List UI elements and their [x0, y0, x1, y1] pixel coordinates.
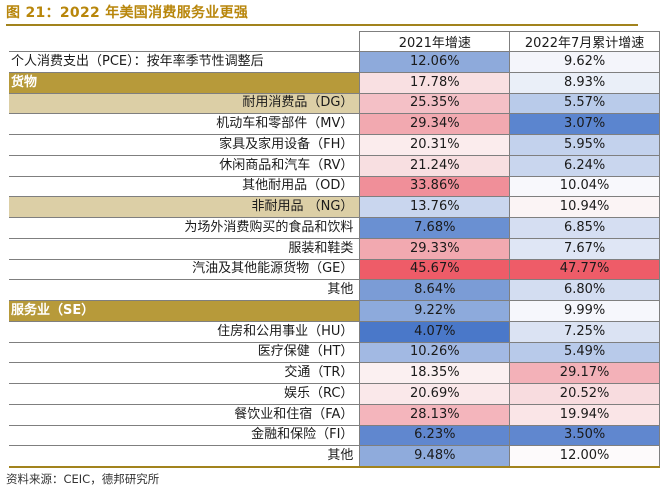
- table-row: 其他 8.64% 6.80%: [9, 279, 660, 301]
- value-2022: 5.95%: [509, 134, 660, 156]
- value-2022: 3.07%: [509, 113, 660, 135]
- value-2021: 18.35%: [359, 362, 511, 384]
- value-2022: 10.94%: [509, 196, 660, 218]
- table-row: 汽油及其他能源货物（GE） 45.67% 47.77%: [9, 258, 660, 281]
- table-row: 住房和公用事业（HU） 4.07% 7.25%: [9, 320, 660, 343]
- table-row: 机动车和零部件（MV） 29.34% 3.07%: [9, 113, 660, 135]
- value-2022: 7.25%: [509, 320, 660, 343]
- value-2022: 3.50%: [509, 424, 660, 447]
- col-header-2021: 2021年增速: [359, 31, 511, 52]
- value-2022: 9.62%: [509, 51, 660, 73]
- value-2021: 17.78%: [359, 71, 511, 94]
- value-2021: 28.13%: [359, 403, 511, 426]
- table-row: 货物 17.78% 8.93%: [9, 71, 660, 94]
- row-label: 为场外消费购买的食品和饮料: [9, 217, 361, 239]
- value-2022: 7.67%: [509, 237, 660, 260]
- row-label: 家具及家用设备（FH）: [9, 134, 361, 156]
- table-header-row: 2021年增速 2022年7月累计增速: [9, 31, 660, 52]
- value-2022: 47.77%: [509, 258, 660, 281]
- table-row: 休闲商品和汽车（RV） 21.24% 6.24%: [9, 154, 660, 177]
- row-label: 其他耐用品（OD）: [9, 175, 361, 198]
- table-row: 为场外消费购买的食品和饮料 7.68% 6.85%: [9, 217, 660, 239]
- table-row: 服务业（SE） 9.22% 9.99%: [9, 300, 660, 322]
- row-label: 服装和鞋类: [9, 237, 361, 260]
- table-body: 个人消费支出（PCE）：按年率季节性调整后 12.06% 9.62% 货物 17.78%…: [9, 51, 660, 469]
- value-2022: 6.80%: [509, 279, 660, 301]
- value-2021: 25.35%: [359, 92, 511, 115]
- header-blank-cell: [9, 31, 361, 52]
- value-2021: 29.34%: [359, 113, 511, 135]
- value-2021: 6.23%: [359, 424, 511, 447]
- value-2021: 10.26%: [359, 341, 511, 364]
- table-row: 家具及家用设备（FH） 20.31% 5.95%: [9, 134, 660, 156]
- table-row: 金融和保险（FI） 6.23% 3.50%: [9, 424, 660, 447]
- value-2021: 13.76%: [359, 196, 511, 218]
- row-label: 餐饮业和住宿（FA）: [9, 403, 361, 426]
- value-2021: 20.31%: [359, 134, 511, 156]
- value-2022: 8.93%: [509, 71, 660, 94]
- table-row: 非耐用品 （NG） 13.76% 10.94%: [9, 196, 660, 218]
- value-2021: 9.48%: [359, 445, 511, 469]
- row-label: 休闲商品和汽车（RV）: [9, 154, 361, 177]
- value-2021: 45.67%: [359, 258, 511, 281]
- table-row: 其他耐用品（OD） 33.86% 10.04%: [9, 175, 660, 198]
- value-2021: 7.68%: [359, 217, 511, 239]
- value-2021: 21.24%: [359, 154, 511, 177]
- row-label: 其他: [9, 445, 361, 469]
- row-label: 服务业（SE）: [9, 300, 361, 322]
- value-2022: 20.52%: [509, 383, 660, 405]
- value-2021: 9.22%: [359, 300, 511, 322]
- value-2022: 5.49%: [509, 341, 660, 364]
- value-2021: 20.69%: [359, 383, 511, 405]
- value-2021: 29.33%: [359, 237, 511, 260]
- row-label: 其他: [9, 279, 361, 301]
- table-row: 其他 9.48% 12.00%: [9, 445, 660, 469]
- value-2022: 12.00%: [509, 445, 660, 469]
- value-2021: 4.07%: [359, 320, 511, 343]
- row-label: 个人消费支出（PCE）：按年率季节性调整后: [9, 51, 361, 73]
- table-row: 个人消费支出（PCE）：按年率季节性调整后 12.06% 9.62%: [9, 51, 660, 73]
- row-label: 货物: [9, 71, 361, 94]
- row-label: 机动车和零部件（MV）: [9, 113, 361, 135]
- table-row: 交通（TR） 18.35% 29.17%: [9, 362, 660, 384]
- value-2022: 19.94%: [509, 403, 660, 426]
- title-divider: [6, 24, 638, 26]
- row-label: 非耐用品 （NG）: [9, 196, 361, 218]
- row-label: 医疗保健（HT）: [9, 341, 361, 364]
- row-label: 住房和公用事业（HU）: [9, 320, 361, 343]
- row-label: 汽油及其他能源货物（GE）: [9, 258, 361, 281]
- table-row: 医疗保健（HT） 10.26% 5.49%: [9, 341, 660, 364]
- table-row: 耐用消费品（DG） 25.35% 5.57%: [9, 92, 660, 115]
- value-2022: 10.04%: [509, 175, 660, 198]
- row-label: 金融和保险（FI）: [9, 424, 361, 447]
- value-2021: 12.06%: [359, 51, 511, 73]
- value-2022: 5.57%: [509, 92, 660, 115]
- table-row: 服装和鞋类 29.33% 7.67%: [9, 237, 660, 260]
- value-2022: 6.85%: [509, 217, 660, 239]
- table-row: 娱乐（RC） 20.69% 20.52%: [9, 383, 660, 405]
- row-label: 耐用消费品（DG）: [9, 92, 361, 115]
- value-2022: 6.24%: [509, 154, 660, 177]
- value-2022: 29.17%: [509, 362, 660, 384]
- row-label: 娱乐（RC）: [9, 383, 361, 405]
- value-2021: 8.64%: [359, 279, 511, 301]
- figure-title: 图 21：2022 年美国消费服务业更强: [6, 5, 249, 21]
- value-2021: 33.86%: [359, 175, 511, 198]
- col-header-2022: 2022年7月累计增速: [509, 31, 660, 52]
- source-note: 资料来源：CEIC，德邦研究所: [6, 472, 160, 486]
- table-row: 餐饮业和住宿（FA） 28.13% 19.94%: [9, 403, 660, 426]
- value-2022: 9.99%: [509, 300, 660, 322]
- row-label: 交通（TR）: [9, 362, 361, 384]
- growth-table: 2021年增速 2022年7月累计增速 个人消费支出（PCE）：按年率季节性调整…: [9, 31, 660, 469]
